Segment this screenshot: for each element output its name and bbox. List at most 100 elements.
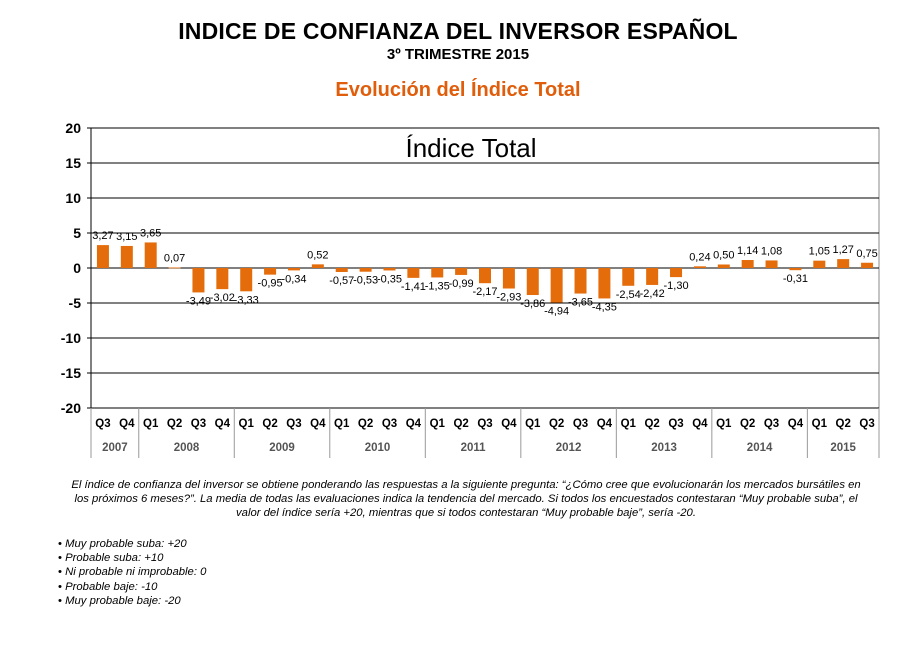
y-tick-label: 15: [65, 155, 81, 171]
bar: [765, 260, 778, 268]
bar: [120, 245, 133, 268]
value-label: -2,93: [496, 292, 521, 304]
bar: [813, 260, 826, 268]
bar: [96, 245, 109, 268]
y-tick-label: -20: [61, 400, 81, 416]
x-tick-label: Q3: [764, 418, 779, 430]
bar: [240, 268, 253, 292]
year-label: 2012: [556, 442, 582, 454]
x-tick-label: Q2: [262, 418, 277, 430]
bar: [741, 260, 754, 268]
x-tick-label: Q4: [501, 418, 517, 430]
x-tick-label: Q4: [215, 418, 231, 430]
bar: [526, 268, 539, 296]
x-tick-label: Q1: [716, 418, 732, 430]
x-tick-label: Q3: [668, 418, 683, 430]
value-label: -3,33: [234, 294, 259, 306]
bar: [192, 268, 205, 293]
bar: [407, 268, 420, 278]
value-label: -4,35: [592, 301, 617, 313]
x-tick-label: Q2: [836, 418, 851, 430]
value-label: -1,30: [663, 280, 688, 292]
x-tick-label: Q1: [812, 418, 828, 430]
value-label: 1,05: [809, 246, 830, 258]
y-tick-label: -5: [69, 295, 82, 311]
x-tick-label: Q2: [644, 418, 659, 430]
bar: [335, 268, 348, 272]
y-tick-label: 0: [73, 260, 81, 276]
x-tick-label: Q1: [621, 418, 637, 430]
section-title: Evolución del Índice Total: [335, 79, 581, 101]
value-label: 3,27: [92, 230, 113, 242]
y-tick-label: -15: [61, 365, 81, 381]
x-tick-label: Q2: [549, 418, 564, 430]
bar: [168, 267, 181, 269]
x-tick-label: Q2: [167, 418, 182, 430]
report-subtitle: 3º TRIMESTRE 2015: [386, 46, 530, 63]
x-tick-label: Q1: [525, 418, 541, 430]
x-tick-label: Q3: [382, 418, 397, 430]
value-label: -3,49: [186, 295, 211, 307]
x-tick-label: Q4: [310, 418, 326, 430]
report-title: INDICE DE CONFIANZA DEL INVERSOR ESPAÑOL: [178, 18, 738, 44]
x-tick-label: Q4: [406, 418, 422, 430]
value-label: 0,75: [856, 248, 877, 260]
x-tick-label: Q3: [95, 418, 110, 430]
bar: [789, 268, 802, 271]
y-tick-label: 5: [73, 225, 81, 241]
x-tick-label: Q1: [143, 418, 159, 430]
bar: [622, 268, 635, 286]
chart-title: Índice Total: [405, 133, 536, 163]
value-label: -0,31: [783, 273, 808, 285]
value-label: 0,50: [713, 250, 734, 262]
x-tick-label: Q3: [859, 418, 874, 430]
year-label: 2010: [365, 442, 391, 454]
x-tick-label: Q3: [191, 418, 206, 430]
year-label: 2011: [461, 442, 487, 454]
x-tick-label: Q4: [692, 418, 708, 430]
year-label: 2009: [269, 442, 295, 454]
bar: [861, 262, 874, 268]
x-tick-label: Q2: [453, 418, 468, 430]
x-tick-label: Q2: [358, 418, 373, 430]
value-label: 0,24: [689, 251, 710, 263]
value-label: -1,35: [425, 280, 450, 292]
value-label: -0,35: [377, 273, 402, 285]
value-label: -3,86: [520, 298, 545, 310]
bar: [717, 264, 730, 268]
bar: [383, 268, 396, 271]
bar: [431, 268, 444, 278]
bar: [502, 268, 515, 289]
value-label: 3,15: [116, 231, 137, 243]
y-tick-label: 10: [65, 190, 81, 206]
scale-item: Ni probable ni improbable: 0: [58, 565, 206, 579]
answer-scale-list: Muy probable suba: +20 Probable suba: +1…: [58, 537, 206, 608]
bar: [359, 268, 372, 272]
x-tick-label: Q4: [119, 418, 135, 430]
bar: [693, 266, 706, 268]
bar: [455, 268, 468, 275]
year-label: 2014: [747, 442, 773, 454]
value-label: 1,08: [761, 245, 782, 257]
value-label: -2,42: [640, 288, 665, 300]
scale-item: Probable baje: -10: [58, 580, 206, 594]
value-label: -2,17: [472, 286, 497, 298]
value-label: -4,94: [544, 306, 569, 318]
bar: [574, 268, 587, 294]
value-label: -3,02: [210, 292, 235, 304]
x-tick-label: Q1: [239, 418, 255, 430]
year-label: 2015: [830, 442, 856, 454]
value-label: -2,54: [616, 289, 641, 301]
y-tick-label: 20: [65, 120, 81, 136]
value-label: 1,27: [832, 244, 853, 256]
value-label: -0,99: [449, 278, 474, 290]
year-label: 2008: [174, 442, 200, 454]
value-label: -0,95: [258, 278, 283, 290]
scale-item: Muy probable suba: +20: [58, 537, 206, 551]
bar: [216, 268, 229, 290]
value-label: 1,14: [737, 245, 758, 257]
bar: [287, 268, 300, 271]
x-tick-label: Q4: [597, 418, 613, 430]
bar: [264, 268, 277, 275]
